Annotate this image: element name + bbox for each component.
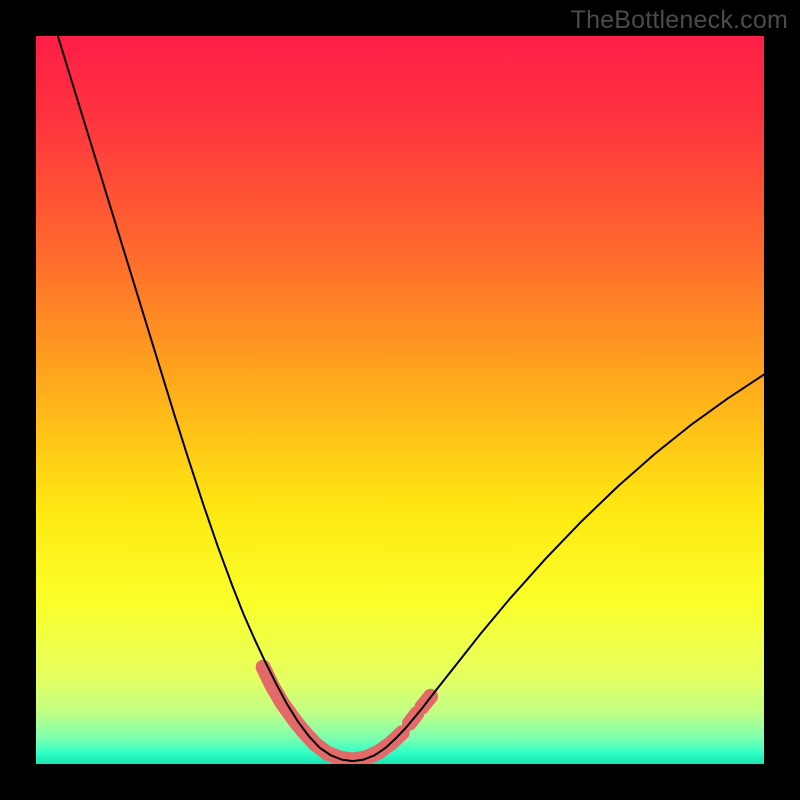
watermark-text: TheBottleneck.com (571, 6, 788, 35)
figure-root: { "canvas": { "width": 800, "height": 80… (0, 0, 800, 800)
gradient-background (36, 36, 764, 764)
plot-area (36, 36, 764, 764)
